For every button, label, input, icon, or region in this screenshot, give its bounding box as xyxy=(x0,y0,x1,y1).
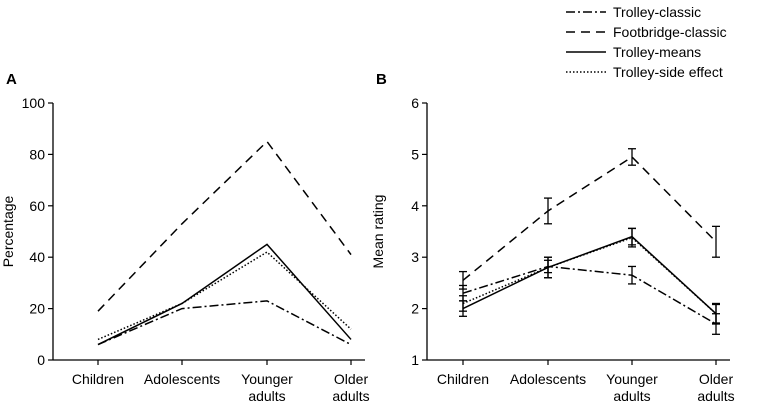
chart-panel-a: A 0 20 40 60 80 100 Children Adolescents Younger a… xyxy=(0,71,370,404)
series-line-trolley-classic xyxy=(462,265,717,325)
x-tick-label: Older adults xyxy=(332,371,369,404)
y-axis-title: Percentage xyxy=(0,195,16,267)
y-axis-title: Mean rating xyxy=(370,195,386,269)
error-bar xyxy=(712,225,720,258)
panel-label: A xyxy=(6,71,17,88)
panel-label: B xyxy=(376,71,387,88)
x-tick-label: Younger adults xyxy=(241,371,293,404)
error-bar xyxy=(544,256,552,279)
y-tick-label: 40 xyxy=(29,249,45,265)
series-line-footbridge-classic xyxy=(97,140,352,312)
legend-label-trolley-classic: Trolley-classic xyxy=(613,4,701,20)
error-bar xyxy=(712,302,720,325)
x-tick-label: Children xyxy=(72,371,124,387)
x-tick-label: Adolescents xyxy=(144,371,220,387)
error-bar xyxy=(459,295,467,312)
y-tick-label: 60 xyxy=(29,198,45,214)
error-bar xyxy=(459,270,467,290)
legend-label-trolley-side-effect: Trolley-side effect xyxy=(613,64,723,80)
y-tick-label: 100 xyxy=(22,95,46,111)
y-tick-label: 80 xyxy=(29,146,45,162)
y-tick-label: 1 xyxy=(411,352,419,368)
x-tick-label: Children xyxy=(437,371,489,387)
series-line-trolley-side-effect xyxy=(97,251,352,341)
x-tick-label: Older adults xyxy=(697,371,734,404)
series-line-trolley-side-effect xyxy=(462,236,717,315)
x-tick-label: Younger adults xyxy=(606,371,658,404)
chart-panel-b: B 1 2 3 4 5 6 Children Adolescents Younger adults O… xyxy=(370,71,735,404)
y-tick-label: 3 xyxy=(411,249,419,265)
error-bar xyxy=(628,227,636,248)
y-tick-label: 6 xyxy=(411,95,419,111)
error-bar xyxy=(628,265,636,285)
y-tick-label: 20 xyxy=(29,301,45,317)
error-bar xyxy=(628,148,636,166)
series-line-trolley-classic xyxy=(97,300,352,346)
y-tick-label: 5 xyxy=(411,146,419,162)
y-tick-label: 4 xyxy=(411,198,419,214)
legend: Trolley-classic Footbridge-classic Trolley… xyxy=(566,4,727,80)
legend-label-footbridge-classic: Footbridge-classic xyxy=(613,24,727,40)
y-tick-label: 2 xyxy=(411,301,419,317)
legend-label-trolley-means: Trolley-means xyxy=(613,44,701,60)
y-tick-label: 0 xyxy=(37,352,45,368)
error-bar xyxy=(544,197,552,225)
series-line-trolley-means xyxy=(97,243,352,346)
x-tick-label: Adolescents xyxy=(510,371,586,387)
series-line-footbridge-classic xyxy=(462,156,717,281)
